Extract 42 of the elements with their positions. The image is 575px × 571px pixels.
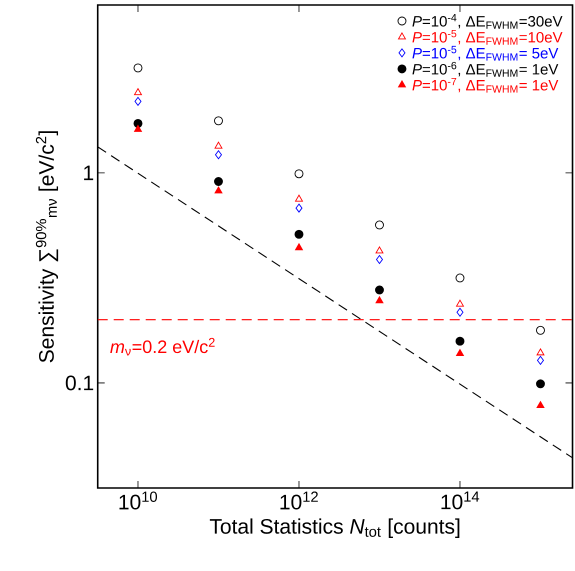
point: [536, 348, 544, 356]
point: [294, 230, 304, 239]
point: [134, 96, 142, 106]
point: [214, 116, 223, 126]
y-axis-title: Sensitivity ∑$^{90%}$$_{mν}$ [eV/c$^{2}$]: [36, 131, 58, 362]
point: [376, 246, 384, 254]
x-tick-label: 10$^{14}$: [441, 492, 480, 510]
point: [215, 150, 222, 160]
point: [376, 255, 383, 264]
ref-line-label: m$_{ν}$=0.2 eV/c$^{2}$: [110, 338, 215, 356]
point: [375, 286, 384, 294]
point: [294, 169, 304, 178]
point: [214, 186, 222, 194]
point: [134, 63, 142, 72]
point: [456, 274, 464, 282]
point: [134, 88, 142, 96]
legend-label: P=10$^{-5}$, ΔE$_{FWHM}$= 5eV: [412, 46, 558, 61]
point: [295, 194, 303, 202]
point: [456, 308, 464, 317]
point: [536, 401, 544, 408]
point: [536, 379, 545, 388]
point: [456, 349, 464, 356]
point: [214, 177, 223, 186]
legend-label: P=10$^{-4}$, ΔE$_{FWHM}$=30eV: [412, 14, 562, 29]
legend-label: P=10$^{-7}$, ΔE$_{FWHM}$= 1eV: [412, 78, 558, 93]
point: [134, 125, 142, 132]
point: [456, 336, 464, 346]
y-tick-label: 1: [84, 166, 94, 180]
legend-label: P=10$^{-6}$, ΔE$_{FWHM}$= 1eV: [412, 62, 558, 77]
point: [376, 296, 384, 304]
legend-label: P=10$^{-5}$, ΔE$_{FWHM}$=10eV: [412, 30, 562, 45]
point: [456, 300, 464, 307]
point: [296, 204, 302, 213]
x-axis-title: Total Statistics N$_{tot}$ [counts]: [210, 518, 460, 538]
point: [375, 220, 384, 230]
y-tick-label: 0.1: [66, 375, 94, 390]
point: [537, 356, 544, 365]
x-tick-label: 10$^{10}$: [119, 492, 158, 510]
point: [536, 326, 545, 335]
x-tick-label: 10$^{12}$: [280, 492, 318, 510]
point: [214, 142, 222, 149]
point: [295, 243, 303, 250]
